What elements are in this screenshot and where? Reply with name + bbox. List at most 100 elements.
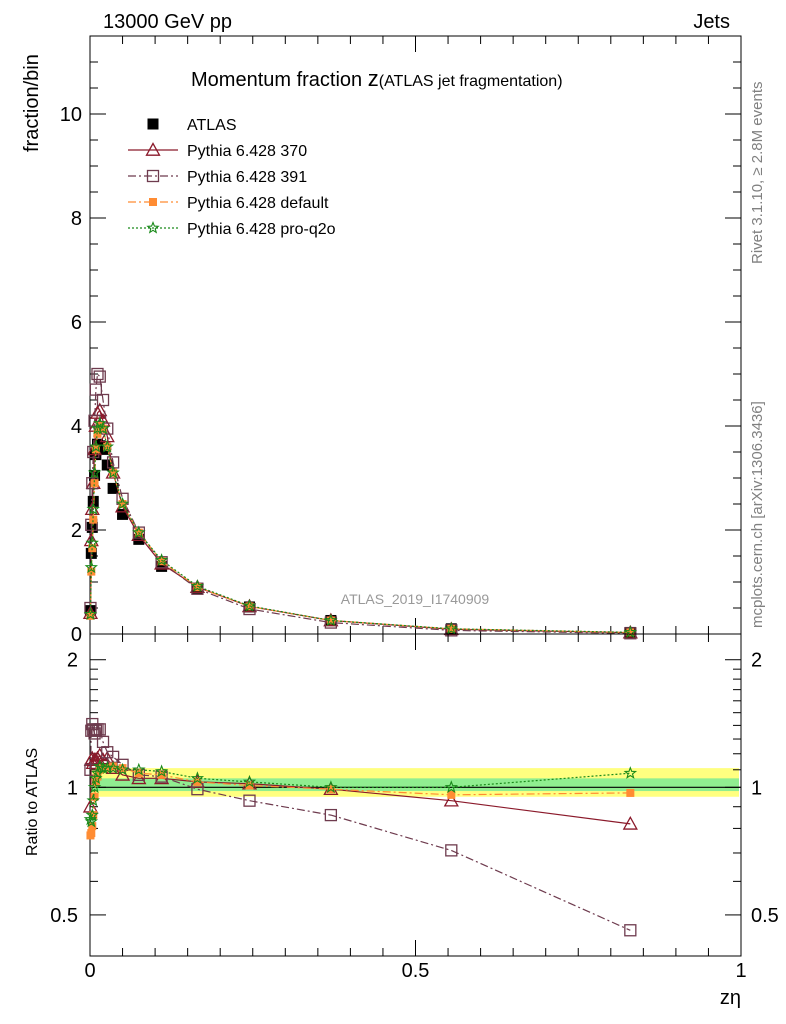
legend: ATLAS Pythia 6.428 370 Pythia 6.428 391 Pyt… bbox=[128, 117, 336, 238]
ratio-data-point bbox=[118, 764, 127, 773]
main-data-point bbox=[155, 556, 168, 569]
x-tick-label: 0 bbox=[84, 960, 95, 982]
main-data-point bbox=[109, 468, 118, 477]
main-data-point bbox=[623, 625, 638, 639]
main-data-point bbox=[83, 607, 98, 621]
ratio-data-point bbox=[89, 724, 103, 737]
ratio-y-tick-label: 2 bbox=[67, 650, 78, 672]
ratio-data-point bbox=[90, 792, 99, 801]
ratio-data-point bbox=[89, 811, 98, 820]
main-data-point bbox=[326, 616, 335, 625]
ratio-data-point bbox=[106, 761, 120, 774]
chart-title-z: z bbox=[368, 66, 379, 91]
x-axis-label: zη bbox=[720, 987, 741, 1009]
side-text-top: Rivet 3.1.10, ≥ 2.8M events bbox=[749, 82, 766, 265]
legend-marker bbox=[146, 169, 160, 183]
main-data-point bbox=[93, 370, 106, 383]
main-data-point bbox=[107, 482, 119, 494]
main-data-point bbox=[106, 465, 120, 479]
main-data-point bbox=[87, 567, 96, 576]
chart-title-main: Momentum fraction bbox=[191, 69, 368, 91]
main-series-layer bbox=[82, 367, 638, 640]
ratio-y-tick-label-right: 1 bbox=[751, 777, 762, 799]
ratio-data-point bbox=[626, 788, 635, 797]
main-data-point bbox=[86, 611, 95, 620]
ratio-y-tick-label: 1 bbox=[67, 777, 78, 799]
x-tick-label: 0.5 bbox=[402, 960, 430, 982]
ratio-data-point bbox=[131, 770, 147, 785]
legend-marker bbox=[146, 220, 160, 234]
main-y-tick-label: 2 bbox=[71, 520, 82, 542]
ratio-data-point bbox=[157, 770, 166, 779]
ratio-y-tick-label-right: 2 bbox=[751, 650, 762, 672]
legend-entry-label: Pythia 6.428 391 bbox=[187, 169, 307, 186]
ratio-data-point bbox=[190, 771, 205, 785]
ratio-data-point bbox=[444, 780, 459, 794]
legend-entry-label: ATLAS bbox=[187, 117, 237, 134]
legend-entry-label: Pythia 6.428 370 bbox=[187, 143, 307, 160]
main-data-point bbox=[444, 621, 458, 635]
main-data-point bbox=[85, 535, 99, 549]
main-data-point bbox=[84, 560, 98, 574]
ratio-data-point bbox=[83, 812, 98, 826]
ratio-data-point bbox=[445, 844, 458, 857]
main-data-point bbox=[132, 525, 146, 539]
main-data-point bbox=[115, 496, 130, 510]
main-y-tick-label: 8 bbox=[71, 208, 82, 230]
main-data-point bbox=[324, 613, 338, 627]
main-data-point bbox=[242, 598, 257, 612]
main-data-point bbox=[92, 416, 107, 430]
ratio-data-point bbox=[324, 780, 338, 794]
ratio-uncertainty-band bbox=[90, 768, 741, 797]
ratio-data-point bbox=[623, 766, 638, 779]
main-data-point bbox=[626, 628, 635, 637]
ratio-data-point bbox=[132, 762, 146, 776]
ratio-data-point bbox=[193, 777, 202, 786]
main-y-tick-label: 4 bbox=[71, 416, 82, 438]
main-data-point bbox=[89, 515, 98, 524]
main-y-axis-label: fraction/bin bbox=[21, 54, 43, 152]
ratio-series-line bbox=[89, 765, 631, 822]
ratio-series-line bbox=[89, 723, 631, 931]
ratio-data-point bbox=[91, 777, 100, 786]
main-data-point bbox=[190, 579, 205, 592]
main-y-tick-label: 10 bbox=[60, 104, 82, 126]
legend-entry-label: Pythia 6.428 pro-q2o bbox=[187, 221, 336, 238]
main-series-line bbox=[89, 422, 631, 633]
ratio-data-point bbox=[86, 793, 100, 807]
ratio-data-point bbox=[324, 808, 338, 822]
ratio-data-point bbox=[242, 774, 257, 788]
ratio-axis-ticks: 0.5 0.5 1 1 2 2 0 0.5 1 bbox=[50, 634, 779, 982]
ratio-data-point bbox=[85, 808, 99, 821]
ratio-data-point bbox=[87, 829, 96, 838]
ratio-data-point bbox=[115, 762, 130, 776]
header-left: 13000 GeV pp bbox=[103, 11, 232, 33]
main-data-point bbox=[89, 439, 103, 453]
analysis-watermark: ATLAS_2019_I1740909 bbox=[341, 591, 490, 607]
main-data-point bbox=[86, 502, 100, 515]
chart-title: Momentum fraction z(ATLAS jet fragmentat… bbox=[191, 66, 563, 91]
legend-marker bbox=[147, 118, 159, 130]
x-tick-label: 1 bbox=[735, 960, 746, 982]
ratio-data-point bbox=[87, 780, 102, 794]
ratio-data-point bbox=[93, 723, 106, 736]
main-data-point bbox=[133, 533, 145, 545]
main-data-point bbox=[100, 439, 115, 453]
ratio-data-point bbox=[154, 764, 169, 778]
ratio-data-point bbox=[245, 781, 254, 790]
main-data-point bbox=[447, 624, 456, 633]
side-text-bottom: mcplots.cern.ch [arXiv:1306.3436] bbox=[749, 401, 766, 628]
main-data-point bbox=[156, 560, 168, 572]
legend-entry-label: Pythia 6.428 default bbox=[187, 195, 329, 212]
main-data-point bbox=[118, 500, 127, 508]
ratio-y-axis-label: Ratio to ATLAS bbox=[24, 748, 41, 856]
ratio-y-tick-label-right: 0.5 bbox=[751, 905, 779, 927]
main-data-point bbox=[117, 508, 129, 520]
header-right: Jets bbox=[693, 11, 730, 33]
ratio-data-point bbox=[443, 792, 459, 807]
main-y-tick-label: 0 bbox=[71, 624, 82, 646]
main-data-point bbox=[97, 443, 109, 455]
ratio-band-inner bbox=[92, 778, 739, 792]
main-data-point bbox=[90, 479, 99, 488]
